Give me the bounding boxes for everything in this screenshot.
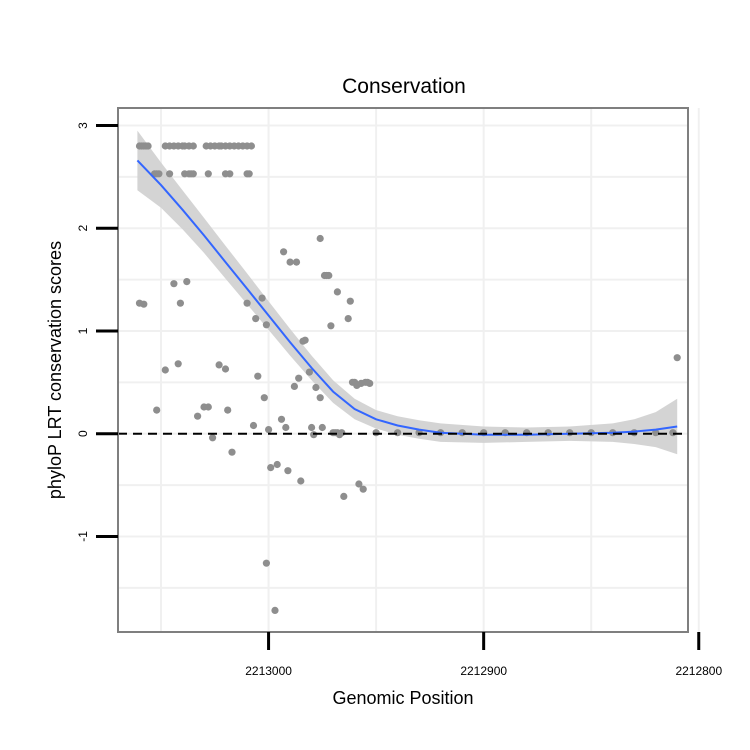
data-point [652,429,660,437]
data-point [247,142,255,150]
data-point [271,606,279,615]
data-point [262,559,270,567]
data-point [372,429,380,437]
panel-border [117,107,689,633]
data-point [174,360,182,368]
data-point [318,423,326,432]
data-point [189,170,197,178]
data-point [280,248,288,256]
data-point [325,271,333,280]
data-point [316,234,324,243]
data-point [245,170,253,178]
data-point [286,258,294,266]
data-point [273,460,281,469]
data-point [292,258,301,266]
data-point [221,365,230,373]
data-point [277,415,286,423]
data-point [669,429,677,437]
y-tick-label: 1 [76,327,90,334]
x-axis: 2213000 2212900 2212800 [245,632,722,678]
data-point [243,299,251,307]
data-point [176,299,184,307]
x-tick-label: 2213000 [245,664,292,678]
data-point [144,142,152,150]
data-point [153,406,161,414]
data-point [189,142,197,150]
data-point [327,322,335,330]
plot-panel [117,107,700,633]
data-point [340,492,348,500]
chart-title: Conservation [342,75,466,98]
data-point [346,297,354,305]
data-point [355,480,363,488]
data-point [258,294,266,302]
y-axis: 3 2 1 0 -1 [76,122,118,542]
data-point [301,336,309,344]
y-axis-title: phyloP LRT conservation scores [45,241,65,499]
data-point [155,170,163,178]
x-axis-title: Genomic Position [332,688,473,708]
data-point [224,406,232,414]
data-point [170,280,178,288]
data-point [290,382,298,390]
data-point [249,421,258,430]
data-point [260,394,268,402]
y-tick-label: 0 [76,430,90,437]
data-point [161,366,169,374]
data-point [228,448,236,456]
data-point [333,288,341,296]
data-point [262,321,270,329]
data-point [394,429,402,437]
data-point [308,423,316,432]
data-point [204,170,212,178]
data-point [267,464,275,472]
y-tick-label: 3 [76,122,90,129]
data-point [312,383,320,392]
x-tick-label: 2212900 [460,664,507,678]
data-point [673,354,681,362]
panel-background [118,108,688,632]
data-point [265,426,273,434]
data-point [284,467,292,475]
x-tick-label: 2212800 [675,664,722,678]
data-point [215,361,223,369]
data-point [297,477,305,485]
data-point [252,315,260,323]
data-point [204,403,212,411]
y-tick-label: -1 [76,531,90,542]
y-tick-label: 2 [76,225,90,232]
data-point [166,170,174,178]
confidence-band [137,130,678,455]
data-point [226,170,234,178]
data-point [254,372,262,380]
data-point [209,434,217,442]
data-point [295,374,303,382]
data-point [282,423,290,432]
data-point [316,394,324,402]
data-point [338,429,346,437]
data-point [344,315,352,323]
data-point [359,485,367,493]
data-point [366,379,374,387]
data-point [194,412,202,420]
data-point [140,300,148,308]
data-point [183,278,191,286]
data-point [305,368,313,376]
